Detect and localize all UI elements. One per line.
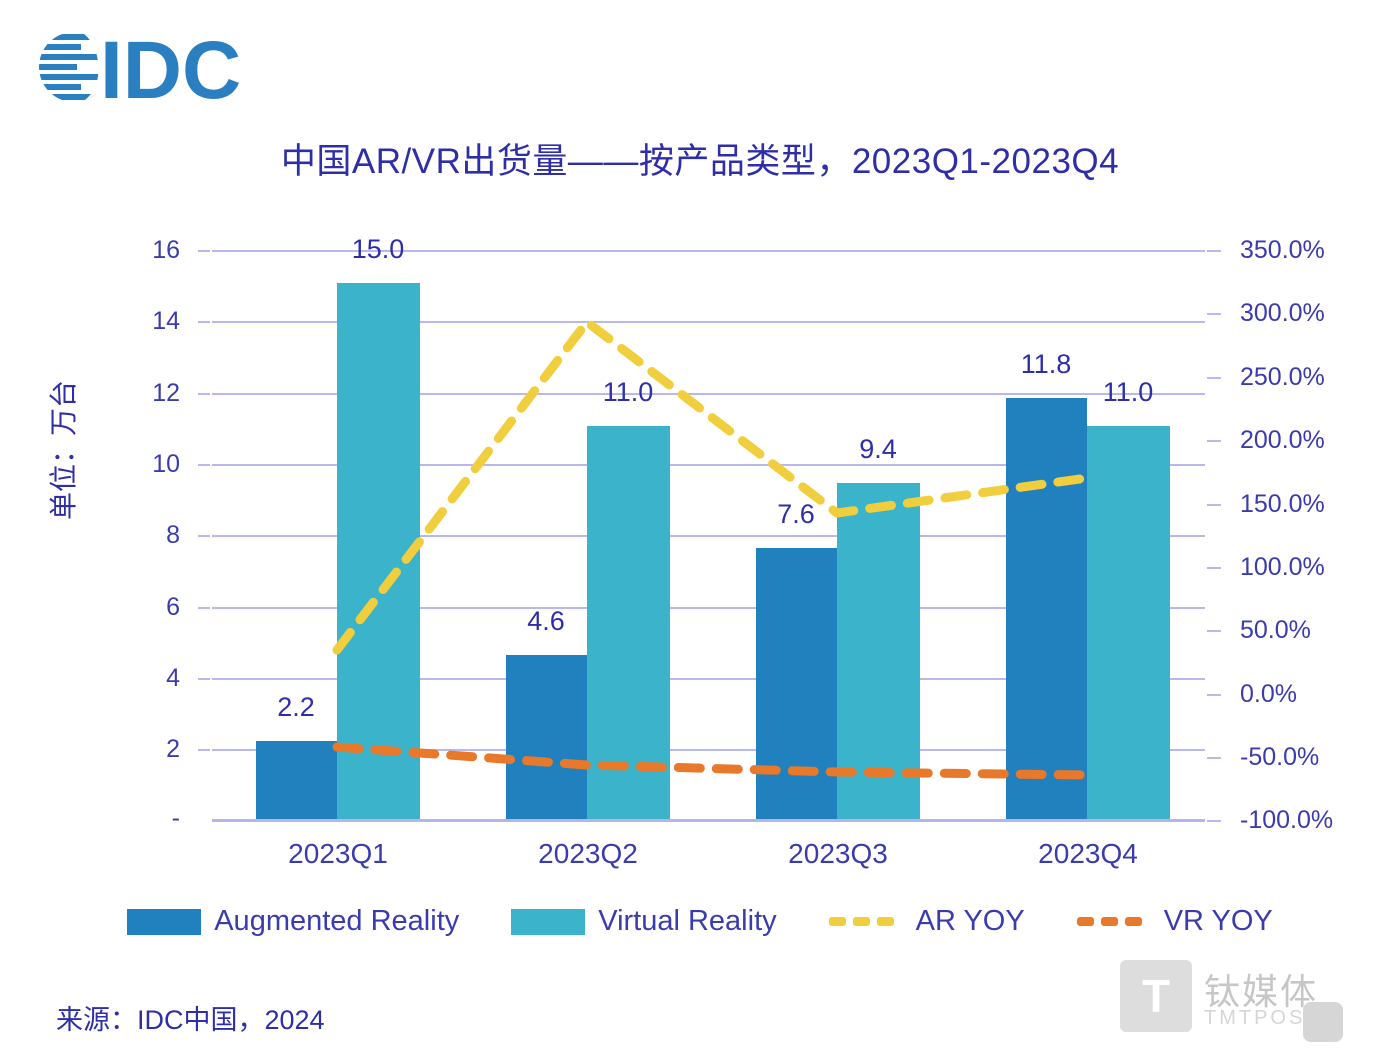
axis-label-right-250: 250.0% (1240, 363, 1325, 391)
legend-item-virtual-reality[interactable]: Virtual Reality (511, 905, 777, 938)
source-note: 来源：IDC中国，2024 (56, 1005, 325, 1035)
chart-legend: Augmented Reality Virtual Reality AR YOY… (0, 905, 1400, 938)
axis-label-right-0: 0.0% (1240, 680, 1297, 708)
category-label-2023Q1: 2023Q1 (288, 838, 388, 869)
bar-label-vr-2023Q1: 15.0 (351, 234, 405, 264)
tick-right-300 (1207, 313, 1221, 315)
watermark-badge-icon (1303, 1002, 1343, 1042)
page-title: 中国AR/VR出货量——按产品类型，2023Q1-2023Q4 (280, 142, 1120, 181)
tick-right-neg100 (1207, 820, 1221, 822)
tick-left-6 (198, 607, 210, 609)
axis-label-left-6: 6 (166, 593, 180, 621)
legend-item-augmented-reality[interactable]: Augmented Reality (127, 905, 459, 938)
axis-label-right-350: 350.0% (1240, 236, 1325, 264)
legend-item-ar-yoy[interactable]: AR YOY (828, 905, 1025, 938)
tick-right-50 (1207, 630, 1221, 632)
axis-label-left-14: 14 (152, 307, 180, 335)
watermark: T 钛媒体 TMTPOST (1120, 955, 1380, 1050)
bar-ar-2023Q4[interactable] (1006, 398, 1087, 819)
legend-swatch-ar-yoy (828, 917, 903, 926)
legend-swatch-virtual-reality (511, 908, 586, 935)
watermark-subtitle: TMTPOST (1204, 1007, 1321, 1029)
axis-label-left-2: 2 (166, 735, 180, 763)
bar-label-ar-2023Q1: 2.2 (277, 692, 315, 722)
bar-ar-2023Q2[interactable] (506, 655, 587, 819)
legend-label-augmented-reality: Augmented Reality (214, 905, 460, 937)
legend-label-ar-yoy: AR YOY (915, 905, 1025, 937)
left-axis-title: 单位：万台 (48, 379, 80, 521)
axis-label-left-8: 8 (166, 521, 180, 549)
axis-label-right-neg100: -100.0% (1240, 806, 1334, 834)
axis-label-left-10: 10 (152, 450, 180, 478)
axis-label-right-300: 300.0% (1240, 299, 1325, 327)
axis-label-left-12: 12 (152, 379, 180, 407)
bar-ar-2023Q3[interactable] (756, 548, 837, 819)
tick-left-12 (198, 393, 210, 395)
legend-item-vr-yoy[interactable]: VR YOY (1076, 905, 1273, 938)
axis-label-right-100: 100.0% (1240, 553, 1325, 581)
tick-right-350 (1207, 250, 1221, 252)
ar-yoy-line[interactable] (332, 315, 1092, 655)
legend-label-virtual-reality: Virtual Reality (598, 905, 777, 937)
bar-label-vr-2023Q3: 9.4 (859, 434, 897, 464)
tick-left-14 (198, 321, 210, 323)
tick-right-neg50 (1207, 757, 1221, 759)
tick-right-0 (1207, 694, 1221, 696)
category-label-2023Q4: 2023Q4 (1038, 838, 1138, 869)
watermark-name: 钛媒体 (1204, 971, 1319, 1012)
bar-label-ar-2023Q3: 7.6 (777, 499, 815, 529)
svg-text:IDC: IDC (100, 26, 241, 108)
bar-vr-2023Q2[interactable] (587, 426, 670, 819)
vr-yoy-line[interactable] (332, 742, 1092, 780)
tick-left-8 (198, 535, 210, 537)
legend-label-vr-yoy: VR YOY (1163, 905, 1273, 937)
tick-left-4 (198, 678, 210, 680)
axis-label-left-0: - (171, 804, 180, 832)
idc-logo: IDC (34, 26, 284, 108)
tick-left-16 (198, 250, 210, 252)
axis-baseline (212, 819, 1205, 822)
bar-vr-2023Q3[interactable] (837, 483, 920, 819)
bar-ar-2023Q1[interactable] (256, 741, 337, 819)
axis-label-right-200: 200.0% (1240, 426, 1325, 454)
bar-vr-2023Q1[interactable] (337, 283, 420, 819)
axis-label-right-150: 150.0% (1240, 490, 1325, 518)
idc-globe-icon: IDC (39, 26, 241, 108)
tick-right-150 (1207, 504, 1221, 506)
tick-right-200 (1207, 440, 1221, 442)
category-label-2023Q2: 2023Q2 (538, 838, 638, 869)
bar-label-ar-2023Q2: 4.6 (527, 606, 565, 636)
category-label-2023Q3: 2023Q3 (788, 838, 888, 869)
axis-label-right-neg50: -50.0% (1240, 743, 1320, 771)
gridline-16 (212, 250, 1205, 252)
axis-label-right-50: 50.0% (1240, 616, 1311, 644)
gridline-4 (212, 678, 1205, 680)
bar-label-vr-2023Q4: 11.0 (1102, 377, 1154, 407)
tick-left-10 (198, 464, 210, 466)
bar-label-vr-2023Q2: 11.0 (602, 377, 654, 407)
axis-label-left-16: 16 (152, 236, 180, 264)
tick-right-100 (1207, 567, 1221, 569)
watermark-logo-icon: T (1120, 960, 1192, 1032)
tick-right-250 (1207, 377, 1221, 379)
bar-vr-2023Q4[interactable] (1087, 426, 1170, 819)
axis-label-left-4: 4 (166, 664, 180, 692)
legend-swatch-augmented-reality (127, 908, 202, 935)
tick-left-2 (198, 749, 210, 751)
legend-swatch-vr-yoy (1076, 917, 1151, 926)
bar-label-ar-2023Q4: 11.8 (1020, 349, 1072, 379)
